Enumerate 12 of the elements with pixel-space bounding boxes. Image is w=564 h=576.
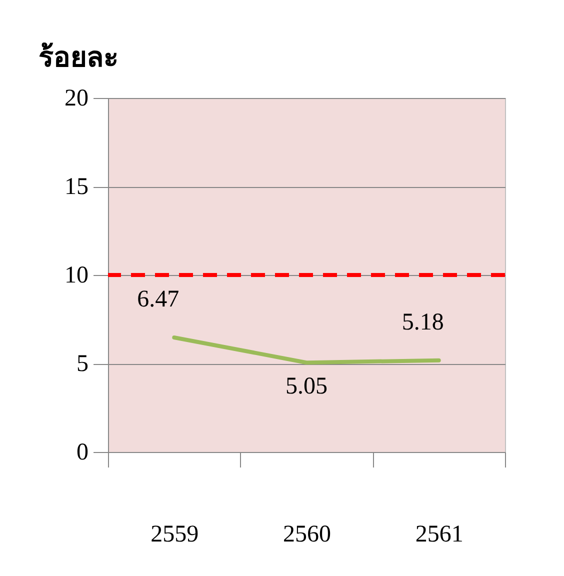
y-axis-title: ร้อยละ [38, 42, 118, 74]
data-label: 5.18 [402, 309, 444, 336]
y-tick-label: 20 [64, 86, 88, 112]
data-label: 5.05 [286, 374, 328, 400]
data-label: 6.47 [137, 286, 180, 312]
x-tick-label: 2561 [415, 522, 464, 548]
y-tick-label: 5 [76, 351, 88, 377]
y-tick-label: 0 [76, 440, 88, 466]
x-tick-label: 2559 [150, 522, 199, 548]
y-tick-label: 15 [64, 174, 88, 200]
y-tick-label: 10 [64, 262, 88, 288]
x-tick-label: 2560 [283, 522, 331, 548]
